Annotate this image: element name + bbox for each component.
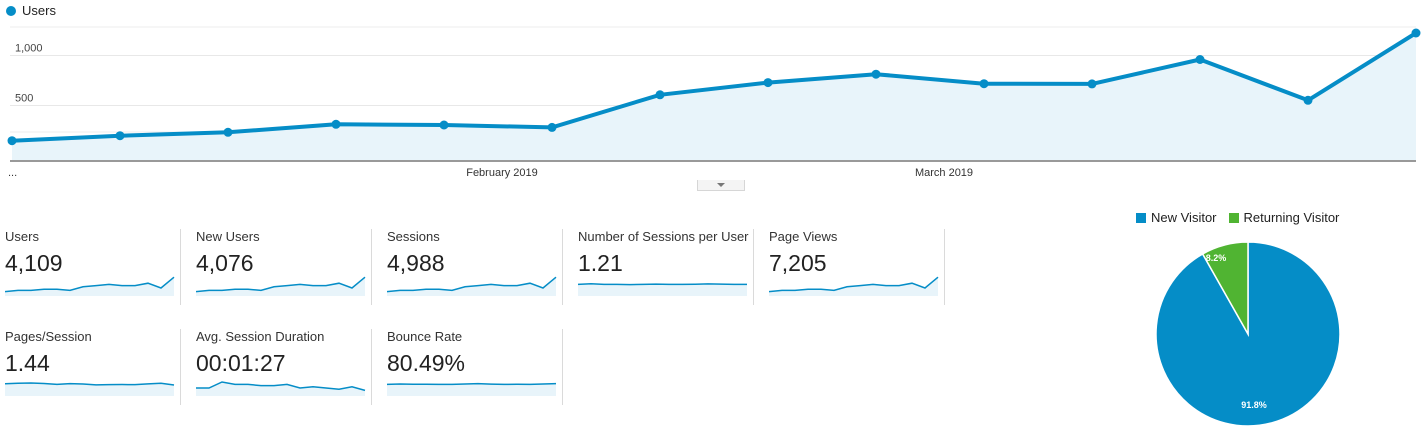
metric-value: 4,988 bbox=[387, 250, 445, 276]
series-legend-marker bbox=[6, 5, 16, 16]
pie-legend-label: New Visitor bbox=[1151, 210, 1217, 225]
sparkline-area bbox=[387, 383, 556, 396]
sparkline-line bbox=[5, 276, 175, 293]
users-data-point bbox=[547, 122, 557, 132]
metric-pages-session[interactable]: Pages/Session 1.44 bbox=[0, 329, 181, 405]
metric-sparkline bbox=[387, 276, 557, 296]
users-data-point bbox=[1087, 79, 1097, 89]
metric-new-users[interactable]: New Users 4,076 bbox=[191, 229, 372, 305]
metric-value: 1.44 bbox=[5, 350, 50, 376]
metric-avg-session-duration[interactable]: Avg. Session Duration 00:01:27 bbox=[191, 329, 372, 405]
users-area-fill bbox=[12, 33, 1416, 160]
users-data-point bbox=[655, 90, 665, 100]
chevron-down-icon bbox=[717, 183, 725, 187]
metric-sparkline bbox=[769, 276, 939, 296]
sparkline-line bbox=[196, 381, 366, 392]
metric-label: Pages/Session bbox=[5, 329, 92, 344]
users-series-line bbox=[11, 31, 1418, 143]
sparkline-line bbox=[769, 276, 939, 293]
sparkline-line bbox=[578, 283, 747, 286]
metric-sparkline bbox=[196, 381, 366, 396]
sparkline-area bbox=[196, 382, 365, 396]
metric-value: 00:01:27 bbox=[196, 350, 286, 376]
users-line-chart[interactable]: 1,000 500... February 2019 March 2019 bbox=[0, 22, 1421, 182]
metric-label: Bounce Rate bbox=[387, 329, 463, 344]
metric-users[interactable]: Users 4,109 bbox=[0, 229, 181, 305]
pie-legend-item[interactable]: New Visitor bbox=[1136, 210, 1217, 225]
visitor-type-pie-chart[interactable]: 91.8% 8.2% bbox=[1152, 240, 1344, 432]
sparkline-area bbox=[5, 382, 174, 396]
users-data-point bbox=[871, 69, 881, 79]
pie-slice-label: 91.8% bbox=[1241, 400, 1267, 410]
pie-legend-item[interactable]: Returning Visitor bbox=[1228, 210, 1340, 225]
users-data-point bbox=[223, 127, 233, 137]
users-data-point bbox=[331, 119, 341, 129]
sparkline-area bbox=[578, 283, 747, 296]
metric-sparkline bbox=[578, 283, 747, 296]
x-tick-label: February 2019 bbox=[466, 167, 538, 179]
pie-slice-returning-visitor bbox=[1201, 241, 1249, 337]
collapse-chart-toggle[interactable] bbox=[697, 180, 745, 191]
users-data-point bbox=[439, 120, 449, 130]
metric-sparkline bbox=[5, 382, 175, 396]
metric-label: Sessions bbox=[387, 229, 440, 244]
metric-sparkline bbox=[196, 276, 366, 296]
metric-sparkline bbox=[5, 276, 175, 296]
users-data-point bbox=[1195, 55, 1205, 64]
metric-number-of-sessions-per-user[interactable]: Number of Sessions per User 1.21 bbox=[573, 229, 754, 305]
metric-value: 1.21 bbox=[578, 250, 623, 276]
pie-legend: New Visitor Returning Visitor bbox=[1136, 210, 1339, 225]
pie-slice-label: 8.2% bbox=[1206, 253, 1227, 263]
metric-label: Page Views bbox=[769, 229, 838, 244]
sparkline-line bbox=[5, 382, 175, 386]
users-data-point bbox=[1303, 95, 1313, 105]
users-data-point bbox=[115, 131, 125, 141]
metric-value: 4,109 bbox=[5, 250, 63, 276]
metric-value: 7,205 bbox=[769, 250, 827, 276]
series-legend-label: Users bbox=[22, 3, 56, 18]
metric-label: Number of Sessions per User bbox=[578, 229, 749, 244]
users-data-point bbox=[979, 79, 989, 89]
metric-sparkline bbox=[387, 382, 557, 396]
pie-legend-swatch bbox=[1228, 212, 1239, 223]
sparkline-line bbox=[387, 276, 557, 293]
metric-label: New Users bbox=[196, 229, 260, 244]
pie-legend-swatch bbox=[1136, 212, 1146, 223]
metric-value: 80.49% bbox=[387, 350, 466, 376]
y-tick-label: 1,000 bbox=[15, 43, 43, 55]
metric-label: Avg. Session Duration bbox=[196, 329, 325, 344]
metric-value: 4,076 bbox=[196, 250, 254, 276]
sparkline-line bbox=[196, 276, 366, 293]
users-data-point bbox=[763, 78, 773, 88]
metric-label: Users bbox=[5, 229, 39, 244]
metric-page-views[interactable]: Page Views 7,205 bbox=[764, 229, 945, 305]
pie-legend-label: Returning Visitor bbox=[1243, 210, 1340, 225]
x-tick-label: March 2019 bbox=[915, 167, 973, 179]
metric-sessions[interactable]: Sessions 4,988 bbox=[382, 229, 563, 305]
sparkline-line bbox=[387, 382, 557, 386]
x-tick-label: ... bbox=[8, 167, 17, 179]
series-legend[interactable]: Users bbox=[6, 3, 56, 18]
users-data-point bbox=[7, 136, 17, 146]
users-data-point bbox=[1411, 28, 1421, 38]
metric-bounce-rate[interactable]: Bounce Rate 80.49% bbox=[382, 329, 563, 405]
y-tick-label: 500 bbox=[15, 93, 33, 105]
